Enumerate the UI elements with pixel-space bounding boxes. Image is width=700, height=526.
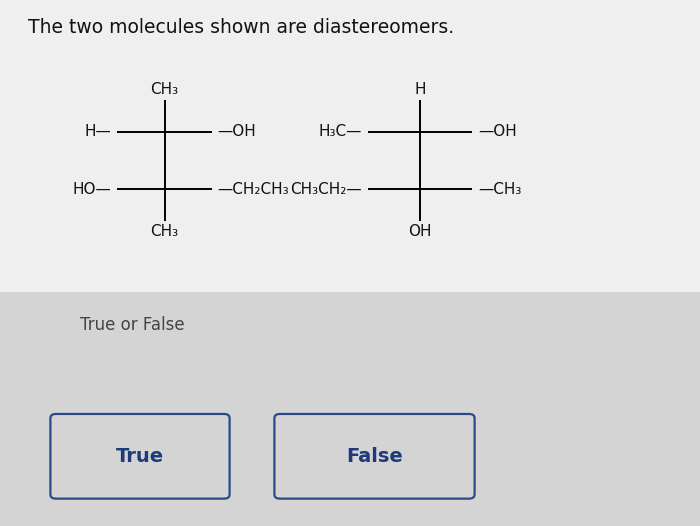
Text: HO—: HO— <box>73 182 111 197</box>
Text: CH₃: CH₃ <box>150 82 178 97</box>
Text: CH₃: CH₃ <box>150 224 178 239</box>
Text: True or False: True or False <box>80 316 185 333</box>
Text: H₃C—: H₃C— <box>318 124 362 139</box>
Text: The two molecules shown are diastereomers.: The two molecules shown are diastereomer… <box>28 18 454 37</box>
Bar <box>0 0 700 292</box>
FancyBboxPatch shape <box>274 414 475 499</box>
Text: OH: OH <box>408 224 432 239</box>
Text: False: False <box>346 447 403 466</box>
Text: —CH₂CH₃: —CH₂CH₃ <box>218 182 289 197</box>
Text: —OH: —OH <box>218 124 256 139</box>
Text: True: True <box>116 447 164 466</box>
FancyBboxPatch shape <box>50 414 230 499</box>
Text: —OH: —OH <box>478 124 517 139</box>
Text: CH₃CH₂—: CH₃CH₂— <box>290 182 362 197</box>
Text: —CH₃: —CH₃ <box>478 182 522 197</box>
Text: H: H <box>414 82 426 97</box>
Text: H—: H— <box>85 124 111 139</box>
